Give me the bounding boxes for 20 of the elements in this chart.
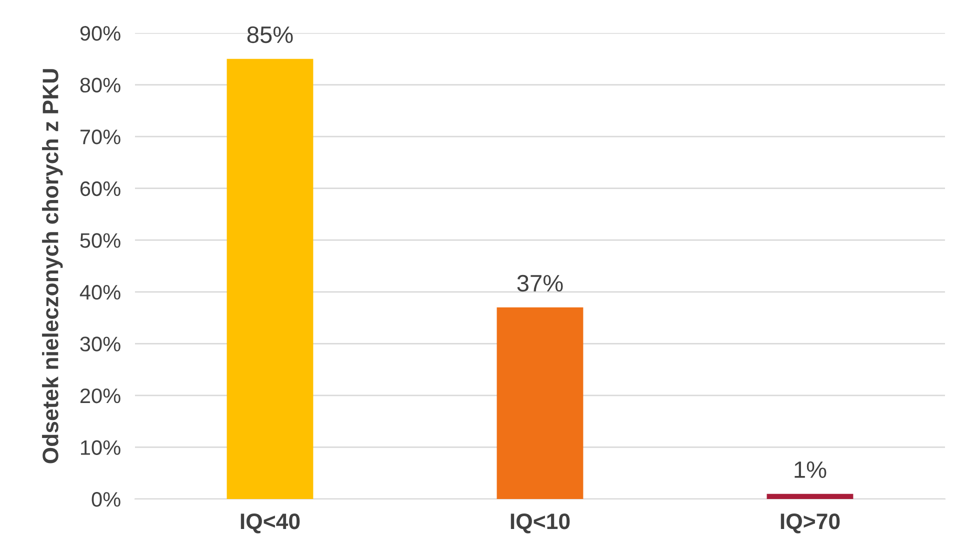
y-tick-label: 60% <box>80 181 120 196</box>
y-tick-label: 80% <box>80 78 120 93</box>
y-tick-label: 20% <box>80 388 120 404</box>
bar <box>766 494 854 499</box>
data-label: 37% <box>517 274 563 292</box>
data-label: 85% <box>247 26 293 44</box>
x-tick-label: IQ>70 <box>780 513 840 534</box>
x-tick-label: IQ<10 <box>510 513 570 534</box>
bar <box>226 58 314 499</box>
bar <box>496 307 584 499</box>
y-tick-label: 40% <box>80 284 120 300</box>
y-tick-label: 90% <box>80 26 120 41</box>
y-tick-label: 70% <box>80 130 120 144</box>
y-axis-title: Odsetek nieleczonych chorych z PKU <box>42 69 63 464</box>
data-label: 1% <box>794 461 826 478</box>
y-tick-label: 10% <box>81 440 120 455</box>
x-tick-label: IQ<40 <box>240 513 300 534</box>
y-tick-label: 0% <box>92 492 120 507</box>
y-tick-label: 30% <box>80 336 120 352</box>
y-tick-label: 50% <box>80 233 120 248</box>
